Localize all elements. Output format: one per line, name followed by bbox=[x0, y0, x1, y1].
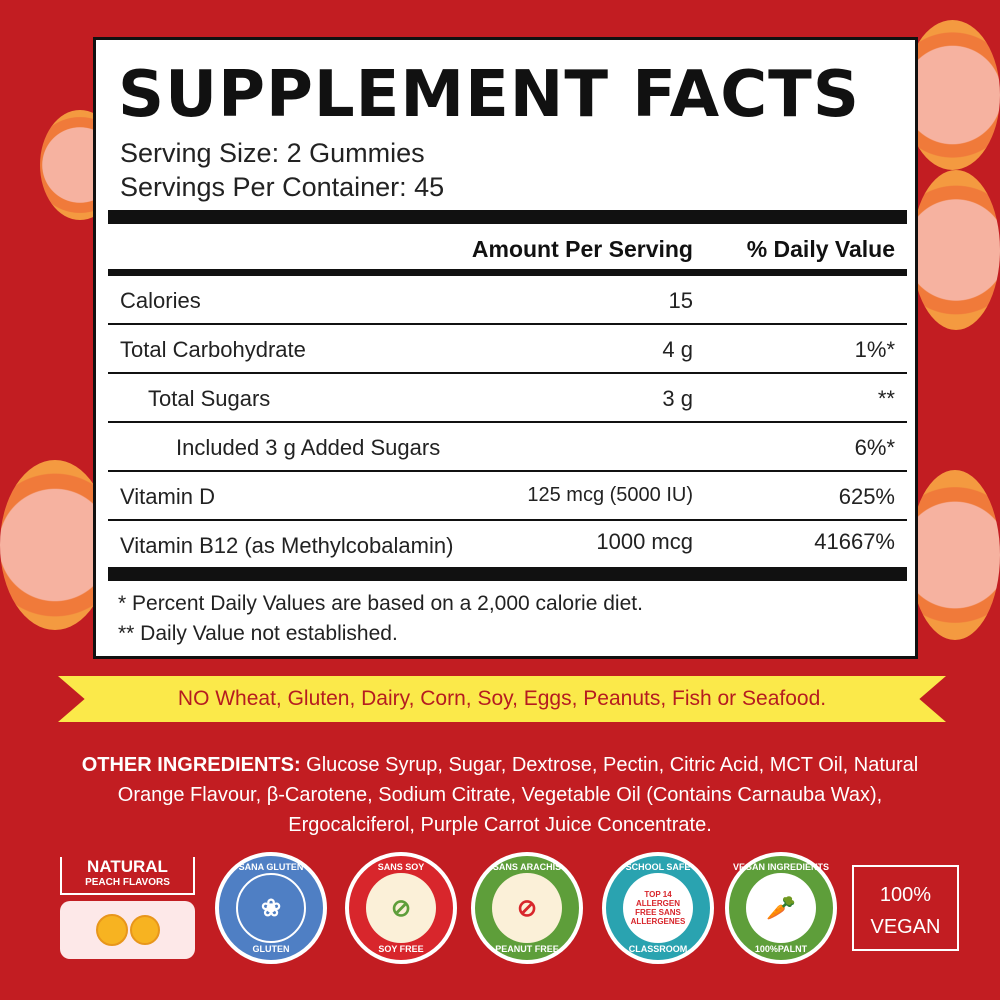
nutrient-name: Included 3 g Added Sugars bbox=[176, 435, 441, 460]
carrot-icon: 🥕 bbox=[746, 873, 816, 943]
table-row: Total Carbohydrate 4 g 1%* bbox=[108, 325, 907, 374]
orange-slice-decoration bbox=[912, 170, 1000, 330]
table-row: Included 3 g Added Sugars 6%* bbox=[108, 423, 907, 472]
supplement-facts-panel: SUPPLEMENT FACTS Serving Size: 2 Gummies… bbox=[93, 37, 918, 659]
ingredients-label: OTHER INGREDIENTS: bbox=[81, 754, 301, 776]
soy-free-badge: SANS SOY ⊘ SOY FREE bbox=[345, 852, 457, 964]
table-row: Vitamin D 125 mcg (5000 IU) 625% bbox=[108, 472, 907, 521]
nutrient-amount: 4 g bbox=[662, 337, 693, 362]
gluten-free-badge: SANA GLUTEN ❀ GLUTEN bbox=[215, 852, 327, 964]
nutrient-amount: 3 g bbox=[662, 386, 693, 411]
peanut-free-badge: SANS ARACHIS ⊘ PEANUT FREE bbox=[471, 852, 583, 964]
nutrient-name: Total Carbohydrate bbox=[120, 337, 306, 362]
nutrient-dv: ** bbox=[877, 386, 895, 411]
servings-per-container: Servings Per Container: 45 bbox=[120, 172, 445, 202]
wheat-icon: ❀ bbox=[236, 873, 306, 943]
amount-header: Amount Per Serving bbox=[471, 236, 693, 262]
table-row: Calories 15 bbox=[108, 276, 907, 325]
nutrient-name: Calories bbox=[120, 288, 201, 313]
vegan-ingredients-badge: VEGAN INGREDIENTS 🥕 100%PALNT bbox=[725, 852, 837, 964]
nutrient-dv: 1%* bbox=[854, 337, 895, 362]
serving-size: Serving Size: 2 Gummies bbox=[120, 138, 425, 168]
orange-slice-decoration bbox=[905, 20, 1000, 170]
orange-icon bbox=[60, 901, 195, 959]
divider bbox=[108, 567, 907, 581]
orange-slice-decoration bbox=[0, 460, 110, 630]
divider bbox=[108, 210, 907, 224]
table-row: Total Sugars 3 g ** bbox=[108, 374, 907, 423]
peanut-icon: ⊘ bbox=[492, 873, 562, 943]
vegan-badge: 100% VEGAN bbox=[852, 865, 959, 951]
natural-label: NATURAL bbox=[87, 857, 168, 876]
nutrient-name: Vitamin D bbox=[120, 484, 215, 509]
nutrient-dv: 625% bbox=[838, 484, 895, 509]
flavor-label: PEACH FLAVORS bbox=[85, 877, 170, 888]
allergen-free-badge: SCHOOL SAFE TOP 14 ALLERGEN FREE SANS ALL… bbox=[602, 852, 714, 964]
soybean-icon: ⊘ bbox=[366, 873, 436, 943]
ingredients-text: Glucose Syrup, Sugar, Dextrose, Pectin, … bbox=[117, 754, 919, 836]
nutrient-amount: 125 mcg (5000 IU) bbox=[527, 484, 693, 506]
other-ingredients: OTHER INGREDIENTS: Glucose Syrup, Sugar,… bbox=[60, 750, 940, 840]
footnote: ** Daily Value not established. bbox=[118, 622, 398, 645]
nutrient-amount: 15 bbox=[668, 288, 693, 313]
nutrient-name: Vitamin B12 (as Methylcobalamin) bbox=[120, 533, 454, 558]
dv-header: % Daily Value bbox=[746, 236, 895, 262]
nutrient-name: Total Sugars bbox=[148, 386, 271, 411]
nutrient-dv: 41667% bbox=[814, 529, 895, 554]
nutrient-amount: 1000 mcg bbox=[596, 529, 693, 554]
orange-slice-decoration bbox=[910, 470, 1000, 640]
table-row: Vitamin B12 (as Methylcobalamin) 1000 mcg… bbox=[108, 521, 907, 570]
footnote: * Percent Daily Values are based on a 2,… bbox=[118, 592, 643, 615]
divider bbox=[108, 269, 907, 276]
panel-title: SUPPLEMENT FACTS bbox=[118, 58, 860, 132]
nutrient-dv: 6%* bbox=[854, 435, 895, 460]
allergen-banner: NO Wheat, Gluten, Dairy, Corn, Soy, Eggs… bbox=[58, 676, 946, 722]
natural-flavor-badge: NATURAL PEACH FLAVORS bbox=[60, 857, 195, 960]
